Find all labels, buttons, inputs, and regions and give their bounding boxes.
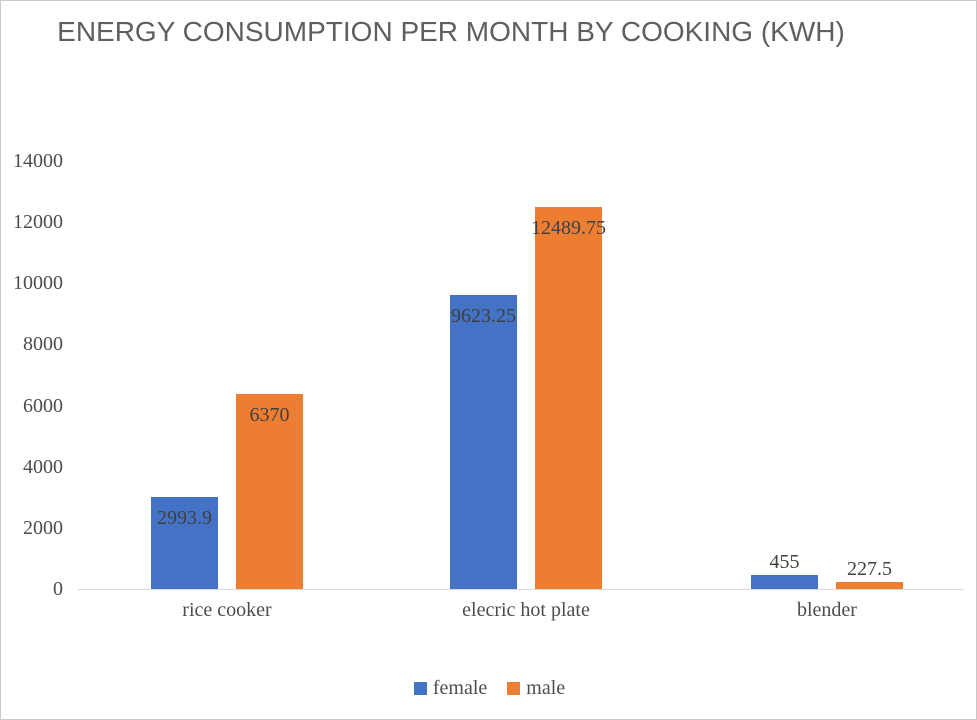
- data-label-male-elecric-hot-plate: 12489.75: [531, 217, 606, 240]
- y-axis-tick-label: 8000: [23, 333, 63, 356]
- bar-female-blender: [751, 575, 818, 589]
- legend-label-female: female: [432, 677, 488, 699]
- legend-item-female: female: [413, 677, 488, 699]
- bar-female-rice-cooker: [151, 497, 218, 589]
- chart-title: ENERGY CONSUMPTION PER MONTH BY COOKING …: [57, 16, 845, 47]
- legend-swatch-male-icon: [507, 681, 521, 695]
- category-label-elecric-hot-plate: elecric hot plate: [462, 599, 590, 621]
- y-axis-tick-label: 14000: [13, 150, 63, 172]
- y-axis-tick-label: 0: [53, 578, 63, 600]
- legend-swatch-female-icon: [413, 681, 427, 695]
- data-label-female-blender: 455: [769, 551, 800, 574]
- bar-male-blender: [836, 582, 903, 589]
- y-axis-tick-label: 4000: [23, 455, 63, 478]
- bar-female-elecric-hot-plate: [450, 294, 517, 589]
- y-axis-tick-label: 6000: [23, 394, 63, 417]
- y-axis-tick-label: 12000: [13, 211, 63, 234]
- data-label-female-elecric-hot-plate: 9623.25: [451, 304, 516, 327]
- y-axis-tick-label: 10000: [13, 272, 63, 295]
- legend-label-male: male: [526, 677, 566, 699]
- y-axis-tick-label: 2000: [23, 516, 63, 539]
- bar-male-rice-cooker: [236, 394, 303, 589]
- category-label-rice-cooker: rice cooker: [182, 599, 272, 621]
- category-label-blender: blender: [797, 599, 857, 621]
- legend: female male: [1, 677, 976, 699]
- legend-item-male: male: [507, 677, 565, 699]
- data-label-male-rice-cooker: 6370: [249, 404, 290, 427]
- bar-male-elecric-hot-plate: [535, 207, 602, 589]
- x-axis-line: [78, 589, 964, 590]
- data-label-female-rice-cooker: 2993.9: [157, 507, 212, 530]
- data-label-male-blender: 227.5: [847, 558, 892, 581]
